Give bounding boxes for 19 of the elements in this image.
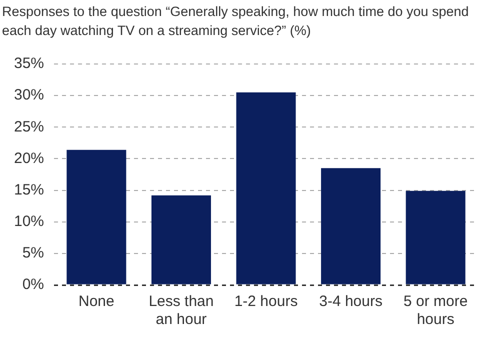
x-tick-label: 3-4 hours — [319, 293, 382, 310]
y-tick-label: 30% — [14, 86, 44, 104]
chart-title: Responses to the question “Generally speaking, how much time do you spend each day watching TV on a streaming service?” (%) — [2, 3, 470, 40]
bar — [406, 190, 466, 284]
x-tick-label: 5 or more hours — [404, 293, 468, 328]
bar — [321, 168, 381, 284]
y-tick-label: 5% — [22, 244, 44, 262]
y-tick-label: 35% — [14, 55, 44, 72]
y-tick-label: 0% — [22, 276, 44, 294]
y-tick-label: 20% — [14, 150, 44, 167]
bar — [66, 150, 126, 284]
y-tick-label: 15% — [14, 181, 44, 198]
y-tick-label: 10% — [14, 213, 44, 230]
y-tick-label: 25% — [14, 118, 44, 136]
x-tick-label: None — [78, 293, 114, 310]
x-tick-label: Less than an hour — [148, 293, 214, 328]
bar — [151, 195, 211, 284]
bar — [236, 92, 296, 284]
x-tick-label: 1-2 hours — [234, 293, 298, 310]
